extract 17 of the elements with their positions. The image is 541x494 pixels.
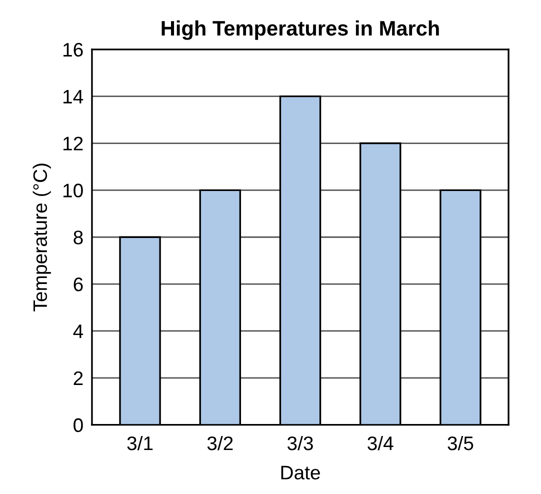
y-tick-label: 12 [63, 136, 83, 150]
x-axis-title: Date [281, 466, 320, 480]
y-tick-label: 8 [74, 230, 83, 244]
y-tick-label: 10 [63, 184, 83, 198]
y-tick-label: 0 [74, 418, 83, 432]
x-tick-label: 3/5 [448, 436, 474, 450]
y-tick-label: 2 [74, 371, 83, 385]
x-tick-label: 3/4 [368, 436, 394, 450]
chart-title: High Temperatures in March [162, 20, 439, 40]
y-axis-title: Temperature (°C) [32, 164, 51, 312]
y-tick-label: 6 [74, 278, 83, 292]
x-tick-label: 3/3 [287, 436, 313, 450]
x-tick-label: 3/2 [207, 436, 233, 450]
x-tick-label: 3/1 [127, 436, 153, 450]
y-tick-label: 4 [73, 324, 84, 338]
y-tick-label: 14 [63, 90, 84, 104]
y-tick-label: 16 [63, 42, 83, 57]
